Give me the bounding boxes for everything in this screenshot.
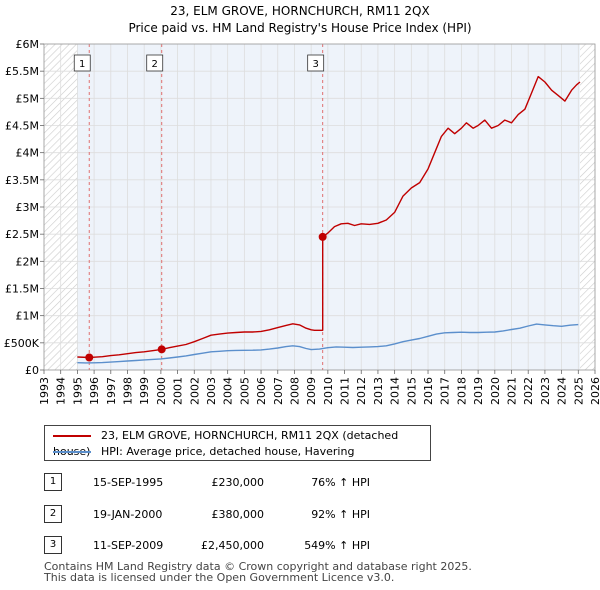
- sale-labels: 1 2 3: [73, 54, 325, 72]
- legend-swatch-property: [53, 435, 91, 437]
- legend-item-hpi: HPI: Average price, detached house, Have…: [53, 444, 354, 460]
- x-tick-label: 2001: [172, 377, 185, 405]
- x-tick-label: 2006: [255, 377, 268, 405]
- x-tick-label: 2004: [222, 377, 235, 405]
- y-tick-label: £4M: [16, 147, 40, 160]
- sale-label-box: [73, 54, 91, 72]
- footer-licence: This data is licensed under the Open Gov…: [44, 571, 395, 584]
- sale-label: 3: [312, 59, 318, 70]
- x-tick-label: 2002: [188, 377, 201, 405]
- sale-label-box: [146, 54, 164, 72]
- x-tick-label: 2018: [455, 377, 468, 405]
- transaction-hpi: 76% ↑ HPI: [311, 476, 370, 489]
- x-tick-label: 1998: [121, 377, 134, 405]
- x-tick-label: 2014: [389, 377, 402, 405]
- y-tick-label: £2M: [16, 255, 40, 268]
- y-tick-label: £3M: [16, 201, 40, 214]
- y-tick-label: £3.5M: [5, 174, 39, 187]
- transaction-number: 1: [44, 473, 62, 491]
- x-tick-label: 2015: [405, 377, 418, 405]
- footer: Contains HM Land Registry data © Crown c…: [44, 561, 472, 583]
- footer-copyright: Contains HM Land Registry data © Crown c…: [44, 560, 472, 573]
- y-tick-label: £1M: [16, 310, 40, 323]
- x-tick-label: 2026: [589, 377, 600, 405]
- x-tick-label: 2023: [539, 377, 552, 405]
- x-tick-label: 2000: [155, 377, 168, 405]
- transaction-price: £230,000: [211, 476, 265, 489]
- series-lines: [77, 75, 581, 364]
- legend-swatch-hpi: [53, 451, 91, 453]
- y-tick-label: £6M: [16, 38, 40, 51]
- y-tick-label: £5.5M: [5, 65, 39, 78]
- transaction-date: 19-JAN-2000: [93, 508, 163, 521]
- transaction-number: 2: [44, 505, 62, 523]
- y-tick-label: £1.5M: [5, 283, 39, 296]
- x-axis: 1993 1994 1995 1996 1997 1998 1999 2000 2001 2002…: [38, 370, 600, 405]
- x-tick-label: 1994: [55, 377, 68, 405]
- x-tick-label: 2011: [339, 377, 352, 405]
- legend: 23, ELM GROVE, HORNCHURCH, RM11 2QX (det…: [44, 425, 431, 461]
- x-tick-label: 2007: [272, 377, 285, 405]
- x-tick-label: 2012: [355, 377, 368, 405]
- sale-point: [85, 353, 94, 362]
- x-tick-label: 2009: [305, 377, 318, 405]
- x-tick-label: 1997: [105, 377, 118, 405]
- legend-item-property: 23, ELM GROVE, HORNCHURCH, RM11 2QX (det…: [53, 428, 430, 458]
- x-tick-label: 2005: [238, 377, 251, 405]
- sale-label: 2: [152, 59, 158, 70]
- x-tick-label: 2003: [205, 377, 218, 405]
- sale-point: [157, 345, 166, 354]
- x-tick-label: 1993: [38, 377, 51, 405]
- transaction-date: 15-SEP-1995: [93, 476, 164, 489]
- transaction-date: 11-SEP-2009: [93, 539, 164, 552]
- y-tick-label: £0: [25, 364, 39, 377]
- y-tick-label: £500K: [4, 337, 40, 350]
- y-tick-label: £5M: [16, 92, 40, 105]
- y-tick-label: £4.5M: [5, 120, 39, 133]
- x-tick-label: 2017: [439, 377, 452, 405]
- transaction-hpi: 92% ↑ HPI: [311, 508, 370, 521]
- x-tick-label: 2010: [322, 377, 335, 405]
- series-line-property: [77, 75, 581, 359]
- price-chart: 23, ELM GROVE, HORNCHURCH, RM11 2QX Pric…: [4, 4, 600, 405]
- x-tick-label: 2024: [556, 377, 569, 405]
- sale-label-box: [307, 54, 325, 72]
- x-tick-label: 1996: [88, 377, 101, 405]
- x-tick-label: 2016: [422, 377, 435, 405]
- sale-label: 1: [79, 59, 85, 70]
- transaction-number: 3: [44, 536, 62, 554]
- x-tick-label: 1995: [71, 377, 84, 405]
- transaction-price: £2,450,000: [201, 539, 264, 552]
- series-line-hpi: [77, 323, 579, 364]
- x-tick-label: 2020: [489, 377, 502, 405]
- x-tick-label: 2019: [472, 377, 485, 405]
- transaction-hpi: 549% ↑ HPI: [304, 539, 370, 552]
- y-tick-label: £2.5M: [5, 228, 39, 241]
- legend-label-hpi: HPI: Average price, detached house, Have…: [101, 445, 355, 458]
- sale-points: [85, 232, 327, 362]
- x-tick-label: 1999: [138, 377, 151, 405]
- x-tick-label: 2013: [372, 377, 385, 405]
- x-tick-label: 2022: [522, 377, 535, 405]
- x-tick-label: 2025: [572, 377, 585, 405]
- y-axis: £0 £500K £1M £1.5M £2M £2.5M £3M £3.5M £4M £4.5M £…: [4, 38, 44, 377]
- x-tick-label: 2021: [506, 377, 519, 405]
- x-tick-label: 2008: [288, 377, 301, 405]
- transaction-price: £380,000: [211, 508, 265, 521]
- chart-title: 23, ELM GROVE, HORNCHURCH, RM11 2QX: [170, 4, 429, 18]
- sale-point: [318, 232, 327, 241]
- chart-subtitle: Price paid vs. HM Land Registry's House …: [128, 21, 471, 35]
